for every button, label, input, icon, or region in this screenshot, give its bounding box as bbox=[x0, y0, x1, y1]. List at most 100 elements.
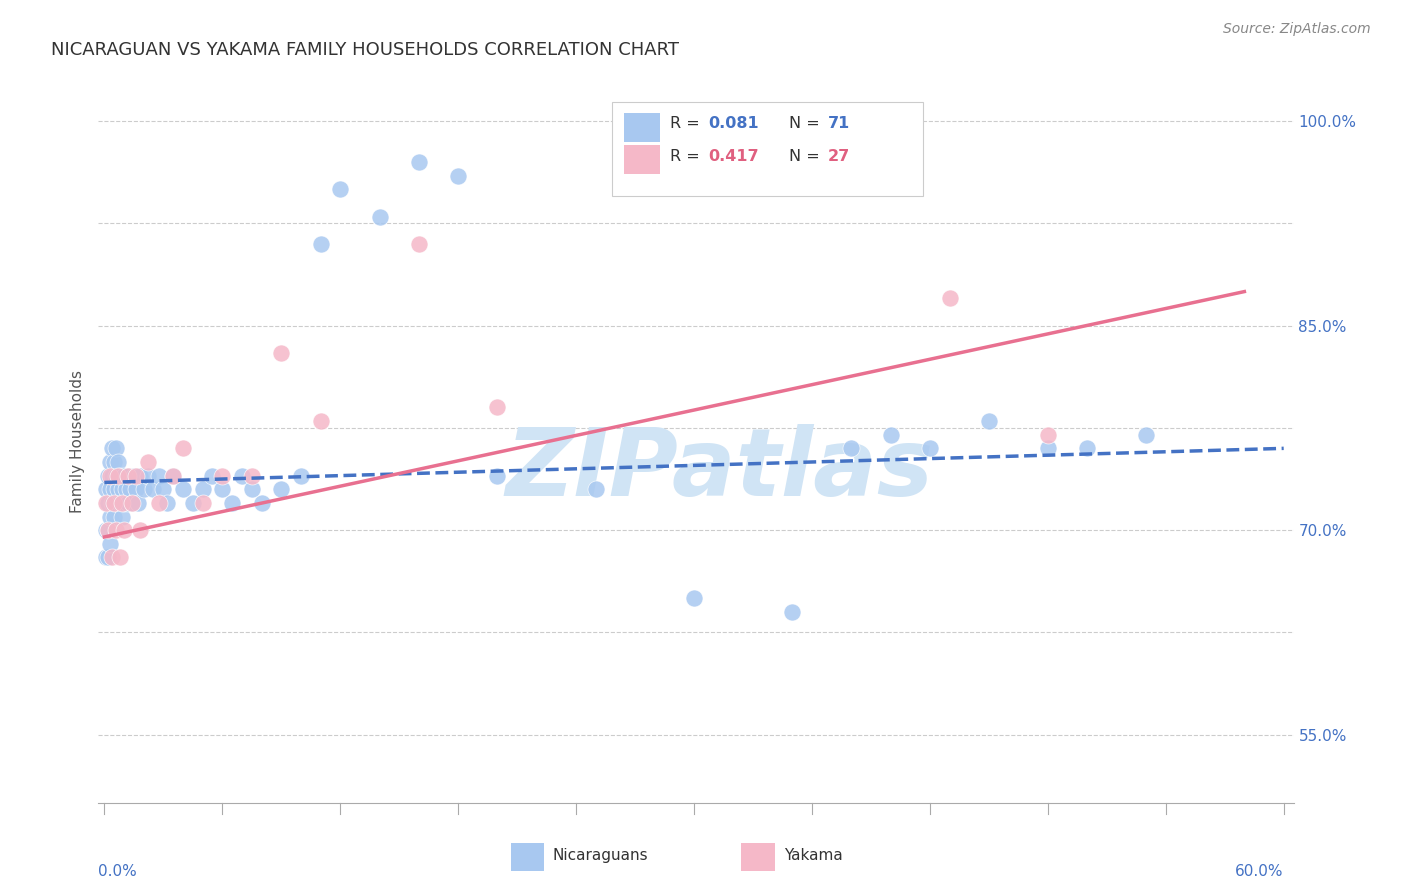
Text: 0.0%: 0.0% bbox=[98, 864, 138, 880]
Point bbox=[107, 482, 129, 496]
Point bbox=[309, 236, 332, 251]
Point bbox=[111, 509, 134, 524]
Point bbox=[101, 496, 124, 510]
Point bbox=[117, 496, 139, 510]
Point bbox=[181, 496, 204, 510]
Point bbox=[97, 496, 120, 510]
Point bbox=[240, 482, 263, 496]
Point bbox=[879, 427, 901, 442]
Point bbox=[136, 455, 159, 469]
Point bbox=[148, 496, 170, 510]
Point bbox=[309, 414, 332, 428]
Point bbox=[111, 482, 134, 496]
Point bbox=[447, 169, 470, 183]
Point bbox=[108, 468, 131, 483]
Point bbox=[782, 605, 804, 619]
Point bbox=[270, 346, 292, 360]
Point bbox=[117, 468, 139, 483]
Point bbox=[128, 523, 150, 537]
Point bbox=[107, 455, 129, 469]
Point bbox=[918, 442, 941, 456]
Point bbox=[152, 482, 174, 496]
Point bbox=[368, 210, 391, 224]
Point bbox=[191, 482, 214, 496]
Point bbox=[101, 550, 124, 565]
FancyBboxPatch shape bbox=[741, 843, 775, 871]
Point bbox=[121, 496, 143, 510]
Point bbox=[112, 496, 135, 510]
Point bbox=[96, 523, 118, 537]
Text: R =: R = bbox=[669, 149, 704, 163]
Point bbox=[96, 482, 118, 496]
Point bbox=[221, 496, 243, 510]
Point bbox=[105, 523, 128, 537]
Point bbox=[98, 509, 121, 524]
Point bbox=[97, 550, 120, 565]
Point bbox=[101, 468, 124, 483]
Point bbox=[162, 468, 184, 483]
Point bbox=[839, 442, 862, 456]
Point bbox=[115, 482, 138, 496]
Point bbox=[1076, 442, 1098, 456]
Point bbox=[683, 591, 706, 606]
Text: 27: 27 bbox=[827, 149, 849, 163]
Y-axis label: Family Households: Family Households bbox=[69, 370, 84, 513]
Point bbox=[250, 496, 273, 510]
Point bbox=[408, 155, 430, 169]
Point bbox=[121, 496, 143, 510]
Point bbox=[103, 509, 125, 524]
Point bbox=[112, 468, 135, 483]
Point bbox=[97, 523, 120, 537]
Point bbox=[585, 482, 607, 496]
Point bbox=[486, 468, 509, 483]
Text: Source: ZipAtlas.com: Source: ZipAtlas.com bbox=[1223, 22, 1371, 37]
Point bbox=[290, 468, 312, 483]
Point bbox=[103, 482, 125, 496]
FancyBboxPatch shape bbox=[624, 112, 661, 142]
Point bbox=[98, 455, 121, 469]
Point bbox=[977, 414, 1000, 428]
Point bbox=[101, 442, 124, 456]
Point bbox=[211, 482, 233, 496]
Point bbox=[329, 182, 352, 196]
Point bbox=[118, 482, 141, 496]
Point bbox=[111, 496, 134, 510]
Point bbox=[105, 442, 128, 456]
Point bbox=[191, 496, 214, 510]
Point bbox=[117, 468, 139, 483]
Point bbox=[112, 523, 135, 537]
Point bbox=[98, 468, 121, 483]
FancyBboxPatch shape bbox=[613, 102, 922, 196]
Point bbox=[136, 468, 159, 483]
Point bbox=[132, 482, 155, 496]
Point bbox=[96, 496, 118, 510]
Point bbox=[408, 236, 430, 251]
Point bbox=[156, 496, 179, 510]
Point bbox=[103, 455, 125, 469]
Point bbox=[98, 482, 121, 496]
Point bbox=[240, 468, 263, 483]
Point bbox=[211, 468, 233, 483]
Text: 0.081: 0.081 bbox=[709, 116, 759, 131]
Text: NICARAGUAN VS YAKAMA FAMILY HOUSEHOLDS CORRELATION CHART: NICARAGUAN VS YAKAMA FAMILY HOUSEHOLDS C… bbox=[51, 41, 679, 59]
Point bbox=[108, 496, 131, 510]
Point bbox=[142, 482, 165, 496]
Point bbox=[96, 550, 118, 565]
Text: N =: N = bbox=[789, 149, 825, 163]
Point bbox=[125, 468, 148, 483]
Point bbox=[1036, 442, 1059, 456]
Point bbox=[148, 468, 170, 483]
Text: N =: N = bbox=[789, 116, 825, 131]
Point bbox=[125, 482, 148, 496]
Text: R =: R = bbox=[669, 116, 704, 131]
Point bbox=[122, 468, 145, 483]
Point bbox=[486, 401, 509, 415]
Point bbox=[97, 523, 120, 537]
Point bbox=[172, 482, 194, 496]
Point bbox=[162, 468, 184, 483]
Text: Nicaraguans: Nicaraguans bbox=[553, 848, 648, 863]
FancyBboxPatch shape bbox=[510, 843, 544, 871]
Point bbox=[105, 468, 128, 483]
Point bbox=[201, 468, 224, 483]
Point bbox=[105, 496, 128, 510]
